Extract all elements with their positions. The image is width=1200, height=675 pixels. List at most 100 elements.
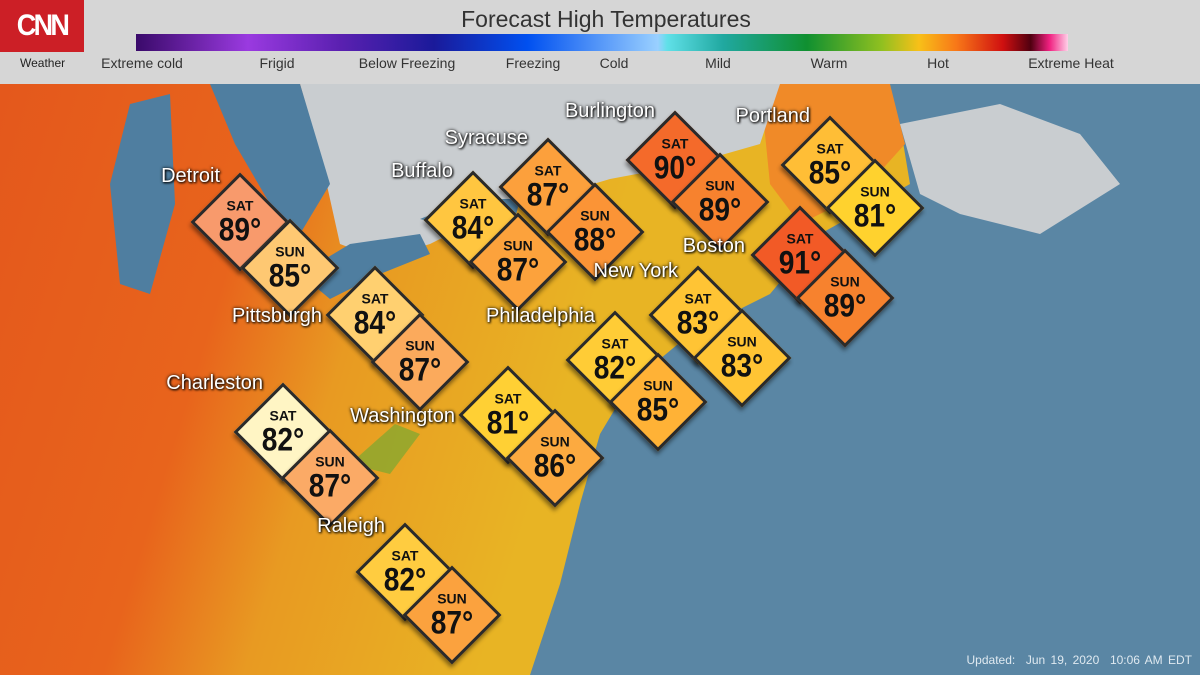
map-title: Forecast High Temperatures bbox=[461, 6, 751, 32]
city-label: Pittsburgh bbox=[231, 305, 322, 327]
saturday-forecast: SAT 82° bbox=[376, 547, 434, 598]
day-label: SUN bbox=[315, 453, 345, 470]
day-label: SUN bbox=[405, 337, 435, 354]
sunday-temp: 85° bbox=[636, 391, 680, 428]
sunday-forecast: SUN 89° bbox=[816, 273, 874, 324]
saturday-forecast: SAT 84° bbox=[444, 195, 502, 246]
saturday-forecast: SAT 82° bbox=[586, 335, 644, 386]
saturday-forecast: SAT 90° bbox=[646, 135, 704, 186]
legend-label: Below Freezing bbox=[358, 55, 456, 71]
lake-michigan bbox=[110, 94, 175, 294]
lake-erie bbox=[300, 234, 430, 299]
sunday-temp: 89° bbox=[698, 191, 742, 228]
saturday-temp: 82° bbox=[593, 349, 637, 386]
day-label: SUN bbox=[580, 207, 610, 224]
day-label: SUN bbox=[437, 590, 467, 607]
day-label: SUN bbox=[540, 433, 570, 450]
day-label: SAT bbox=[391, 547, 419, 564]
sunday-temp: 83° bbox=[720, 347, 764, 384]
sunday-temp: 87° bbox=[398, 351, 442, 388]
saturday-forecast: SAT 85° bbox=[801, 140, 859, 191]
day-label: SUN bbox=[705, 177, 735, 194]
day-label: SAT bbox=[494, 390, 522, 407]
sunday-temp: 87° bbox=[496, 251, 540, 288]
day-label: SUN bbox=[503, 237, 533, 254]
saturday-temp: 82° bbox=[383, 561, 427, 598]
day-label: SUN bbox=[860, 183, 890, 200]
sunday-temp: 87° bbox=[308, 467, 352, 504]
day-label: SAT bbox=[269, 407, 297, 424]
day-label: SAT bbox=[786, 230, 814, 247]
city-label: Burlington bbox=[564, 100, 655, 122]
saturday-forecast: SAT 83° bbox=[669, 290, 727, 341]
saturday-forecast: SAT 84° bbox=[346, 290, 404, 341]
legend-label: Freezing bbox=[505, 55, 561, 71]
saturday-temp: 84° bbox=[353, 304, 397, 341]
nova-scotia bbox=[900, 104, 1120, 234]
day-label: SAT bbox=[816, 140, 844, 157]
saturday-temp: 83° bbox=[676, 304, 720, 341]
city-label: Charleston bbox=[166, 372, 263, 394]
header: CNN Weather Forecast High Temperatures E… bbox=[0, 0, 1200, 84]
saturday-temp: 90° bbox=[653, 149, 697, 186]
lake-huron bbox=[210, 84, 330, 234]
saturday-temp: 87° bbox=[526, 176, 570, 213]
saturday-temp: 91° bbox=[778, 244, 822, 281]
day-label: SAT bbox=[601, 335, 629, 352]
sunday-forecast: SUN 88° bbox=[566, 207, 624, 258]
day-label: SAT bbox=[684, 290, 712, 307]
saturday-forecast: SAT 81° bbox=[479, 390, 537, 441]
weather-subbrand: Weather bbox=[20, 56, 66, 70]
day-label: SUN bbox=[830, 273, 860, 290]
sunday-forecast: SUN 87° bbox=[489, 237, 547, 288]
sunday-forecast: SUN 87° bbox=[423, 590, 481, 641]
day-label: SUN bbox=[727, 333, 757, 350]
saturday-temp: 89° bbox=[218, 211, 262, 248]
city-label: Washington bbox=[350, 405, 455, 427]
sunday-forecast: SUN 83° bbox=[713, 333, 771, 384]
updated-timestamp: Updated: Jun 19, 2020 10:06 AM EDT bbox=[966, 653, 1193, 667]
city-label: Boston bbox=[682, 235, 745, 257]
city-label: Philadelphia bbox=[486, 305, 595, 327]
day-label: SUN bbox=[643, 377, 673, 394]
day-label: SUN bbox=[275, 243, 305, 260]
saturday-temp: 82° bbox=[261, 421, 305, 458]
city-label: Raleigh bbox=[317, 515, 385, 537]
sunday-forecast: SUN 87° bbox=[301, 453, 359, 504]
saturday-temp: 85° bbox=[808, 154, 852, 191]
saturday-forecast: SAT 87° bbox=[519, 162, 577, 213]
temperature-legend-bar bbox=[136, 34, 1068, 51]
saturday-forecast: SAT 89° bbox=[211, 197, 269, 248]
sunday-temp: 81° bbox=[853, 197, 897, 234]
sunday-forecast: SUN 87° bbox=[391, 337, 449, 388]
sunday-forecast: SUN 85° bbox=[261, 243, 319, 294]
sunday-temp: 87° bbox=[430, 604, 474, 641]
day-label: SAT bbox=[661, 135, 689, 152]
green-appalachia bbox=[350, 424, 420, 474]
saturday-forecast: SAT 91° bbox=[771, 230, 829, 281]
legend-label: Mild bbox=[705, 55, 731, 71]
sunday-temp: 88° bbox=[573, 221, 617, 258]
legend-label: Warm bbox=[810, 55, 848, 71]
sunday-forecast: SUN 81° bbox=[846, 183, 904, 234]
sunday-forecast: SUN 85° bbox=[629, 377, 687, 428]
city-label: Detroit bbox=[161, 165, 220, 187]
city-label: New York bbox=[593, 260, 679, 282]
city-label: Buffalo bbox=[391, 160, 453, 182]
legend-label: Hot bbox=[927, 55, 949, 71]
saturday-temp: 84° bbox=[451, 209, 495, 246]
sunday-temp: 89° bbox=[823, 287, 867, 324]
day-label: SAT bbox=[534, 162, 562, 179]
sunday-temp: 85° bbox=[268, 257, 312, 294]
saturday-temp: 81° bbox=[486, 404, 530, 441]
legend-label: Frigid bbox=[259, 55, 295, 71]
day-label: SAT bbox=[361, 290, 389, 307]
sunday-forecast: SUN 86° bbox=[526, 433, 584, 482]
day-label: SAT bbox=[226, 197, 254, 214]
saturday-forecast: SAT 82° bbox=[254, 407, 312, 458]
legend-label: Cold bbox=[599, 55, 629, 71]
legend-label: Extreme cold bbox=[101, 55, 183, 71]
day-label: SAT bbox=[459, 195, 487, 212]
sunday-forecast: SUN 89° bbox=[691, 177, 749, 228]
cnn-logo: CNN bbox=[0, 0, 84, 52]
